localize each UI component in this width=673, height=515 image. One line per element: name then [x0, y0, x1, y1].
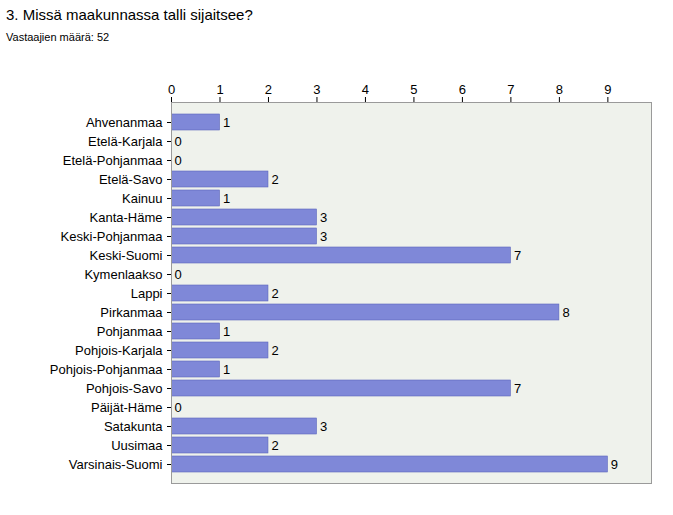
svg-text:0: 0: [168, 82, 175, 97]
svg-text:Pohjois-Pohjanmaa: Pohjois-Pohjanmaa: [50, 362, 164, 377]
svg-text:Pohjois-Savo: Pohjois-Savo: [86, 381, 163, 396]
svg-text:2: 2: [271, 343, 278, 358]
svg-text:Varsinais-Suomi: Varsinais-Suomi: [69, 457, 163, 472]
svg-text:9: 9: [611, 457, 618, 472]
svg-text:1: 1: [223, 115, 230, 130]
svg-text:8: 8: [556, 82, 563, 97]
svg-text:Päijät-Häme: Päijät-Häme: [91, 400, 163, 415]
html-text:Vastaajien määrä: 52: Vastaajien määrä: 52: [6, 31, 110, 43]
svg-text:7: 7: [507, 82, 514, 97]
svg-text:Etelä-Savo: Etelä-Savo: [99, 172, 163, 187]
svg-text:1: 1: [216, 82, 223, 97]
svg-text:Uusimaa: Uusimaa: [111, 438, 163, 453]
svg-text:9: 9: [604, 82, 611, 97]
svg-text:1: 1: [223, 362, 230, 377]
svg-text:3: 3: [320, 210, 327, 225]
svg-text:Lappi: Lappi: [131, 286, 163, 301]
svg-text:Satakunta: Satakunta: [104, 419, 163, 434]
svg-text:1: 1: [223, 191, 230, 206]
svg-text:Ahvenanmaa: Ahvenanmaa: [86, 115, 163, 130]
svg-text:2: 2: [271, 286, 278, 301]
svg-text:3: 3: [313, 82, 320, 97]
svg-text:Etelä-Pohjanmaa: Etelä-Pohjanmaa: [63, 153, 163, 168]
svg-text:6: 6: [459, 82, 466, 97]
svg-text:Kainuu: Kainuu: [122, 191, 162, 206]
svg-text:Etelä-Karjala: Etelä-Karjala: [88, 134, 163, 149]
svg-text:Keski-Suomi: Keski-Suomi: [90, 248, 163, 263]
svg-text:7: 7: [514, 381, 521, 396]
svg-text:Pohjanmaa: Pohjanmaa: [97, 324, 164, 339]
svg-text:Kymenlaakso: Kymenlaakso: [84, 267, 162, 282]
svg-text:3: 3: [320, 419, 327, 434]
svg-text:2: 2: [271, 438, 278, 453]
svg-text:3: 3: [320, 229, 327, 244]
svg-text:0: 0: [175, 400, 182, 415]
svg-text:7: 7: [514, 248, 521, 263]
svg-text:Kanta-Häme: Kanta-Häme: [90, 210, 163, 225]
svg-text:Pohjois-Karjala: Pohjois-Karjala: [75, 343, 163, 358]
svg-text:0: 0: [175, 134, 182, 149]
svg-text:8: 8: [562, 305, 569, 320]
svg-text:5: 5: [410, 82, 417, 97]
html-text:3. Missä maakunnassa talli sij: 3. Missä maakunnassa talli sijaitsee?: [6, 6, 253, 23]
svg-text:1: 1: [223, 324, 230, 339]
svg-text:0: 0: [175, 267, 182, 282]
svg-text:2: 2: [265, 82, 272, 97]
svg-text:0: 0: [175, 153, 182, 168]
svg-text:2: 2: [271, 172, 278, 187]
svg-text:4: 4: [362, 82, 369, 97]
svg-text:Keski-Pohjanmaa: Keski-Pohjanmaa: [61, 229, 164, 244]
svg-text:Pirkanmaa: Pirkanmaa: [100, 305, 163, 320]
